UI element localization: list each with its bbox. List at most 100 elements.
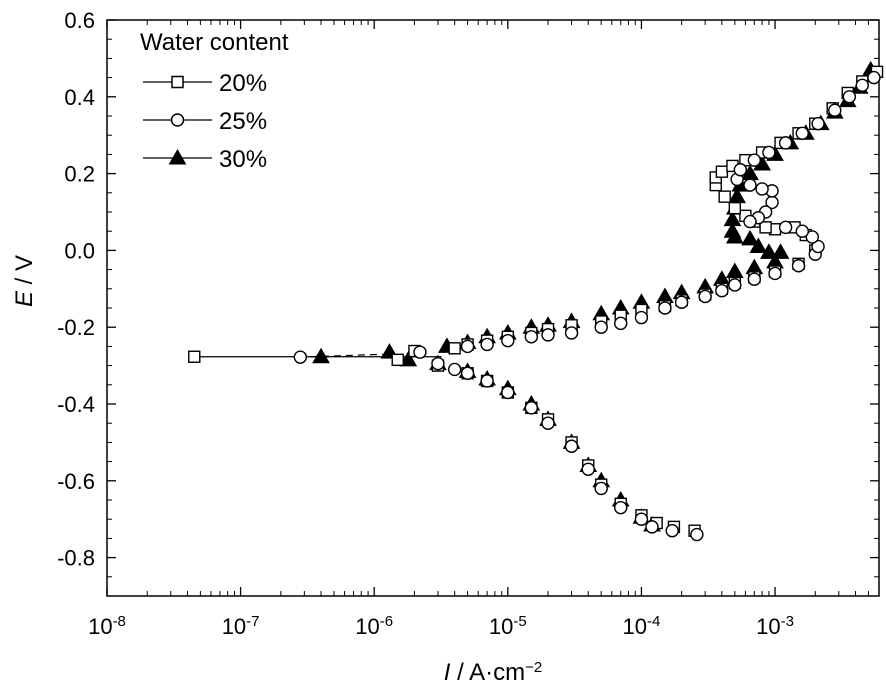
x-tick-label: 10-3 bbox=[756, 613, 794, 640]
legend: Water content 20% 25% 30% bbox=[140, 29, 289, 173]
series-25pct bbox=[293, 70, 881, 542]
data-point-circle bbox=[614, 500, 628, 515]
data-point-circle bbox=[795, 224, 810, 238]
data-point-triangle bbox=[399, 350, 418, 367]
x-axis-title: I / A·cm−2 bbox=[444, 659, 542, 687]
x-tick-exponent: -3 bbox=[781, 613, 794, 630]
data-point-circle bbox=[480, 374, 494, 388]
data-point-circle bbox=[747, 153, 762, 167]
y-tick-label: 0.2 bbox=[64, 162, 95, 187]
data-point-triangle bbox=[723, 210, 742, 227]
legend-marker-square bbox=[171, 75, 184, 89]
x-axis-unit: / A·cm bbox=[450, 659, 525, 686]
data-point-circle bbox=[842, 90, 857, 104]
legend-entry: 30% bbox=[143, 146, 267, 173]
legend-entry: 25% bbox=[143, 108, 267, 135]
data-point-circle bbox=[795, 126, 810, 140]
data-point-circle bbox=[541, 328, 555, 342]
x-tick-base: 10 bbox=[623, 614, 647, 639]
legend-entry: 20% bbox=[143, 70, 267, 97]
data-point-circle bbox=[698, 289, 712, 304]
data-point-circle bbox=[413, 345, 427, 359]
data-point-triangle bbox=[749, 237, 768, 254]
data-point-circle bbox=[581, 462, 595, 476]
legend-label: 30% bbox=[219, 146, 267, 173]
x-tick-exponent: -5 bbox=[513, 613, 526, 630]
data-point-circle bbox=[755, 182, 769, 196]
data-point-circle bbox=[778, 220, 793, 235]
x-tick-exponent: -8 bbox=[113, 613, 126, 630]
data-point-circle bbox=[778, 136, 793, 150]
x-tick-exponent: -4 bbox=[647, 613, 660, 630]
data-point-circle bbox=[524, 330, 539, 344]
x-tick-label: 10-5 bbox=[489, 613, 527, 640]
x-tick-base: 10 bbox=[88, 614, 112, 639]
y-tick-label: 0.0 bbox=[64, 238, 95, 263]
data-point-circle bbox=[564, 439, 579, 453]
data-point-circle bbox=[645, 520, 659, 534]
y-tick-label: 0.6 bbox=[64, 8, 95, 33]
data-point-circle bbox=[564, 326, 579, 340]
legend-marker-triangle bbox=[168, 148, 187, 165]
x-tick-label: 10-8 bbox=[88, 613, 126, 640]
data-point-circle bbox=[658, 301, 672, 315]
data-point-square bbox=[728, 201, 742, 215]
data-point-circle bbox=[480, 337, 494, 352]
data-point-square bbox=[391, 353, 404, 367]
data-point-circle bbox=[524, 401, 539, 415]
legend-title: Water content bbox=[140, 29, 289, 56]
data-point-square bbox=[448, 342, 461, 355]
data-point-circle bbox=[855, 78, 870, 92]
data-point-circle bbox=[733, 163, 748, 177]
data-point-circle bbox=[674, 295, 689, 309]
y-tick-label: -0.6 bbox=[57, 469, 95, 494]
data-point-square bbox=[718, 190, 731, 203]
y-tick-label: -0.2 bbox=[57, 315, 95, 340]
x-tick-exponent: -7 bbox=[246, 613, 259, 630]
y-tick-label: -0.4 bbox=[57, 392, 95, 417]
data-point-circle bbox=[614, 316, 628, 331]
data-point-circle bbox=[743, 214, 757, 229]
data-point-circle bbox=[541, 416, 555, 430]
legend-label: 20% bbox=[219, 70, 267, 97]
x-tick-base: 10 bbox=[489, 614, 513, 639]
x-tick-base: 10 bbox=[222, 614, 246, 639]
y-axis-symbol: E bbox=[11, 290, 38, 307]
data-point-circle bbox=[447, 362, 462, 377]
data-point-triangle bbox=[312, 347, 330, 364]
data-point-circle bbox=[747, 272, 762, 286]
y-tick-label: -0.8 bbox=[57, 546, 95, 571]
data-point-circle bbox=[768, 266, 782, 281]
data-point-circle bbox=[501, 333, 515, 348]
data-point-triangle bbox=[725, 262, 744, 279]
data-point-circle bbox=[728, 278, 742, 292]
data-point-circle bbox=[634, 512, 649, 526]
data-point-circle bbox=[828, 103, 842, 117]
data-point-circle bbox=[811, 239, 825, 254]
y-axis-unit: / V bbox=[11, 255, 38, 291]
x-tick-base: 10 bbox=[756, 614, 780, 639]
data-point-circle bbox=[293, 350, 308, 364]
data-point-triangle bbox=[723, 222, 742, 238]
data-point-circle bbox=[811, 116, 825, 131]
data-point-circle bbox=[594, 320, 608, 334]
y-tick-label: 0.4 bbox=[64, 85, 95, 110]
data-point-circle bbox=[743, 178, 757, 192]
data-point-circle bbox=[805, 230, 819, 244]
data-point-circle bbox=[690, 527, 704, 542]
x-tick-base: 10 bbox=[355, 614, 379, 639]
x-axis-symbol: I bbox=[444, 659, 451, 686]
x-tick-exponent: -6 bbox=[380, 613, 393, 630]
data-point-circle bbox=[665, 524, 679, 538]
series-20pct bbox=[188, 65, 884, 537]
data-point-circle bbox=[715, 284, 729, 298]
data-point-circle bbox=[594, 481, 608, 496]
plot-frame bbox=[106, 19, 880, 597]
data-point-circle bbox=[460, 366, 475, 380]
axes: 10-8 10-7 10-6 10-5 10-4 10-30.60.40.20.0-0.2… bbox=[57, 8, 880, 640]
data-point-circle bbox=[867, 70, 881, 85]
data-point-circle bbox=[460, 339, 475, 354]
data-point-square bbox=[188, 350, 201, 363]
x-tick-label: 10-6 bbox=[355, 613, 393, 640]
